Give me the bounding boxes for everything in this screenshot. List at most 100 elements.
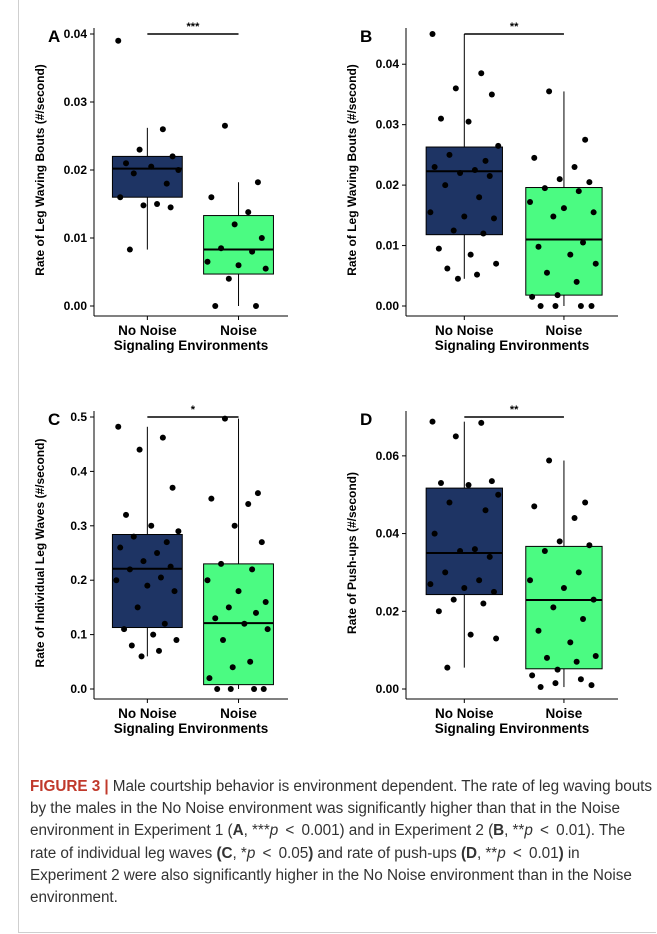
y-tick-label: 0.00: [376, 682, 400, 696]
y-tick-label: 0.4: [70, 464, 87, 478]
y-tick-label: 0.04: [376, 57, 400, 71]
data-point: [531, 154, 538, 161]
x-tick-label: No Noise: [118, 706, 177, 721]
data-point: [541, 548, 548, 555]
data-point: [128, 642, 135, 649]
data-point: [471, 546, 478, 553]
panel-label: C: [48, 410, 60, 429]
x-axis-title: Signaling Environments: [435, 721, 590, 736]
data-point: [488, 91, 495, 98]
data-point: [444, 265, 451, 272]
caption-segment: , **: [477, 844, 498, 862]
x-tick-label: Noise: [220, 706, 257, 721]
data-point: [478, 419, 485, 426]
data-point: [467, 631, 474, 638]
data-point: [159, 434, 166, 441]
box-noise: [203, 563, 274, 686]
data-point: [435, 608, 442, 615]
data-point: [241, 620, 248, 627]
data-point: [117, 194, 124, 201]
data-point: [478, 70, 485, 77]
data-point: [427, 581, 434, 588]
data-point: [206, 675, 213, 682]
data-point: [560, 584, 567, 591]
caption-segment: < 0.05: [255, 844, 309, 862]
y-axis-title: Rate of Push-ups (#/second): [345, 472, 359, 634]
caption-segment: ): [308, 844, 314, 862]
data-point: [529, 293, 536, 300]
y-axis-title: Rate of Leg Waving Bouts (#/second): [345, 64, 359, 276]
data-point: [136, 146, 143, 153]
data-point: [175, 167, 182, 173]
data-point: [262, 265, 269, 272]
data-point: [552, 680, 559, 687]
caption-body: Male courtship behavior is environment d…: [30, 778, 652, 906]
data-point: [154, 550, 161, 556]
data-point: [254, 490, 261, 497]
data-point: [204, 258, 211, 265]
data-point: [582, 136, 589, 143]
data-point: [527, 199, 534, 206]
data-point: [457, 170, 464, 177]
data-point: [212, 303, 219, 309]
y-tick-label: 0.1: [70, 628, 87, 642]
data-point: [144, 582, 151, 589]
data-point: [204, 577, 211, 584]
data-point: [495, 491, 502, 498]
data-point: [546, 88, 553, 95]
data-point: [550, 604, 557, 611]
data-point: [115, 423, 122, 430]
data-point: [117, 544, 124, 551]
data-point: [140, 202, 147, 209]
data-point: [218, 245, 225, 252]
data-point: [465, 118, 472, 125]
caption-segment: Male courtship behavior is environment d…: [30, 778, 652, 840]
data-point: [588, 682, 595, 689]
significance-stars: **: [510, 21, 519, 33]
data-point: [247, 658, 254, 665]
data-point: [163, 180, 170, 187]
data-point: [476, 194, 483, 201]
data-point: [435, 245, 442, 252]
data-point: [586, 179, 593, 186]
y-tick-label: 0.01: [376, 239, 400, 253]
data-point: [167, 563, 174, 570]
data-point: [126, 246, 133, 253]
caption-segment: (C: [216, 844, 233, 862]
data-point: [541, 185, 548, 192]
data-point: [429, 31, 436, 37]
y-tick-label: 0.01: [64, 231, 88, 245]
data-point: [474, 271, 481, 278]
data-point: [150, 631, 157, 638]
caption-segment: p: [524, 822, 533, 840]
data-point: [560, 205, 567, 212]
caption-segment: p: [269, 822, 279, 840]
y-tick-label: 0.02: [64, 163, 88, 177]
data-point: [486, 553, 493, 560]
x-tick-label: Noise: [546, 706, 583, 721]
data-point: [586, 542, 593, 549]
data-point: [543, 269, 550, 276]
y-tick-label: 0.02: [376, 178, 400, 192]
data-point: [590, 596, 597, 603]
data-point: [550, 213, 557, 220]
data-point: [537, 303, 544, 309]
data-point: [163, 539, 170, 546]
y-tick-label: 0.03: [64, 95, 88, 109]
data-point: [249, 248, 256, 255]
data-point: [575, 569, 582, 576]
data-point: [452, 85, 459, 92]
data-point: [121, 626, 128, 633]
data-point: [493, 635, 500, 642]
data-point: [493, 260, 500, 267]
data-point: [225, 275, 232, 282]
data-point: [155, 647, 162, 654]
caption-segment: ): [558, 844, 564, 862]
data-point: [245, 209, 252, 216]
data-point: [444, 664, 451, 671]
data-point: [592, 652, 599, 659]
box-noise: [525, 545, 603, 670]
y-tick-label: 0.04: [376, 527, 400, 541]
caption-segment: , *: [232, 844, 247, 862]
